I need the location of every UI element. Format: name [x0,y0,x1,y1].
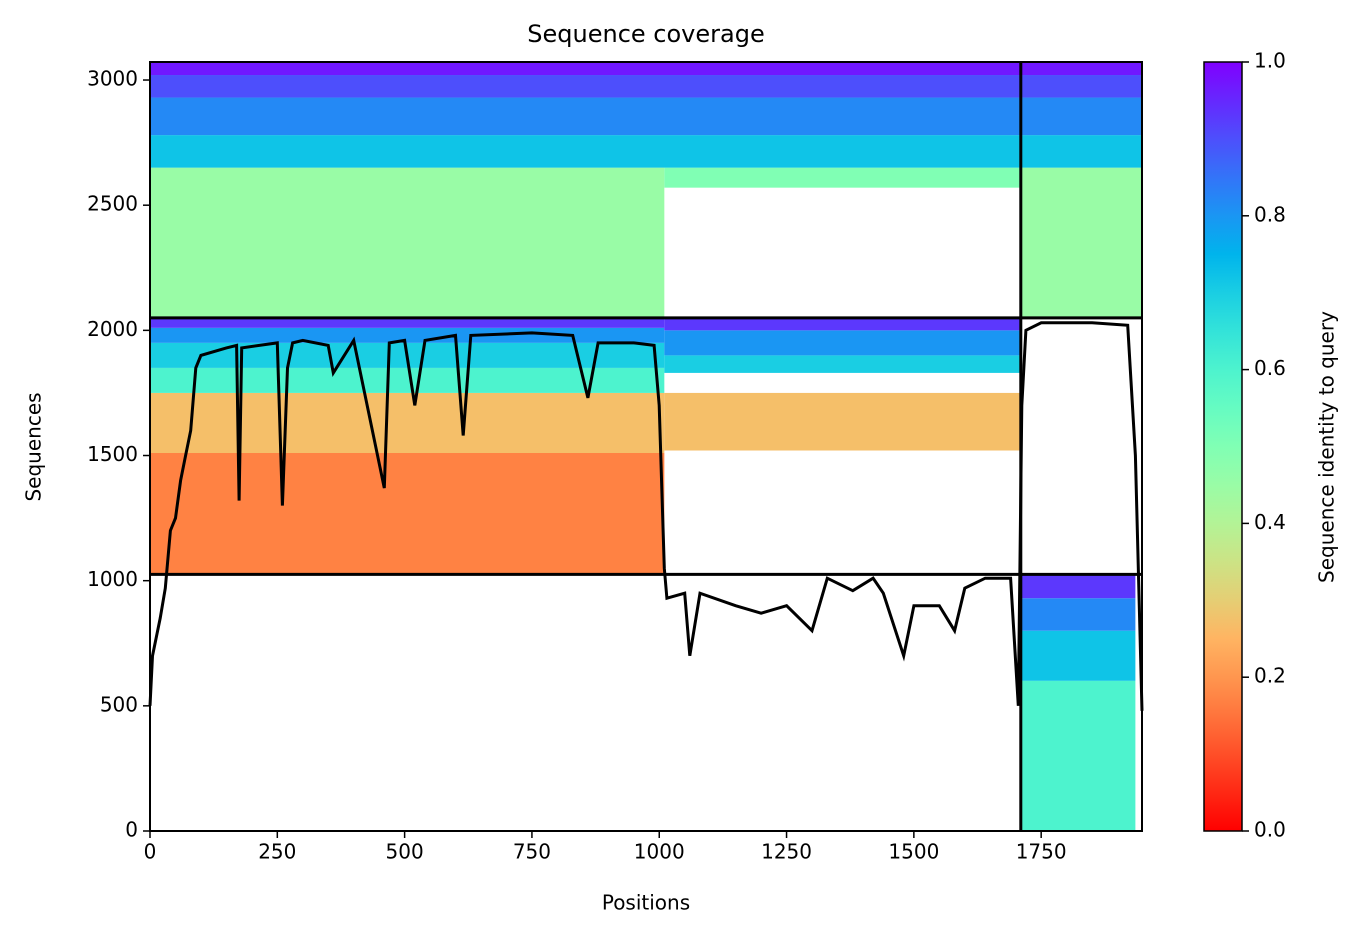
colorbar-tick-label: 0.8 [1254,202,1286,226]
coverage-block [150,453,665,575]
coverage-block [150,327,665,343]
y-tick-label: 500 [100,692,138,716]
x-tick-label: 250 [258,840,296,864]
y-tick-label: 1000 [87,567,138,591]
colorbar-tick-label: 0.4 [1254,510,1286,534]
coverage-block [1020,574,1136,599]
x-tick-label: 500 [386,840,424,864]
x-tick-label: 1500 [888,840,939,864]
coverage-block [664,392,1021,451]
coverage-block [150,97,1142,136]
coverage-block [150,75,1142,98]
coverage-block [150,167,665,318]
x-tick-label: 0 [144,840,157,864]
plot-frame [149,61,1143,832]
colorbar [1203,61,1243,832]
coverage-block [150,392,665,454]
coverage-block [664,317,1021,331]
coverage-block [1020,598,1136,631]
colorbar-tick-label: 0.6 [1254,356,1286,380]
x-tick-label: 1750 [1016,840,1067,864]
coverage-line [148,321,1144,711]
y-tick-label: 2500 [87,192,138,216]
coverage-block [150,317,665,328]
x-axis-label: Positions [602,891,690,915]
y-tick-label: 1500 [87,442,138,466]
chart-title: Sequence coverage [527,20,764,48]
colorbar-tick-label: 0.0 [1254,818,1286,842]
y-tick-label: 3000 [87,67,138,91]
coverage-block [150,135,1142,168]
y-tick-label: 2000 [87,317,138,341]
coverage-block [1020,680,1136,831]
y-axis-label: Sequences [22,392,46,501]
y-tick-label: 0 [125,818,138,842]
x-tick-label: 750 [513,840,551,864]
colorbar-tick-label: 0.2 [1254,664,1286,688]
x-tick-label: 1000 [634,840,685,864]
x-tick-label: 1250 [761,840,812,864]
coverage-block [664,330,1021,356]
colorbar-tick-label: 1.0 [1254,49,1286,73]
coverage-block [1020,630,1136,681]
colorbar-label: Sequence identity to query [1315,311,1339,583]
coverage-block [664,167,1021,188]
coverage-block [1020,167,1142,318]
coverage-block [664,355,1021,373]
coverage-block [150,62,1142,76]
